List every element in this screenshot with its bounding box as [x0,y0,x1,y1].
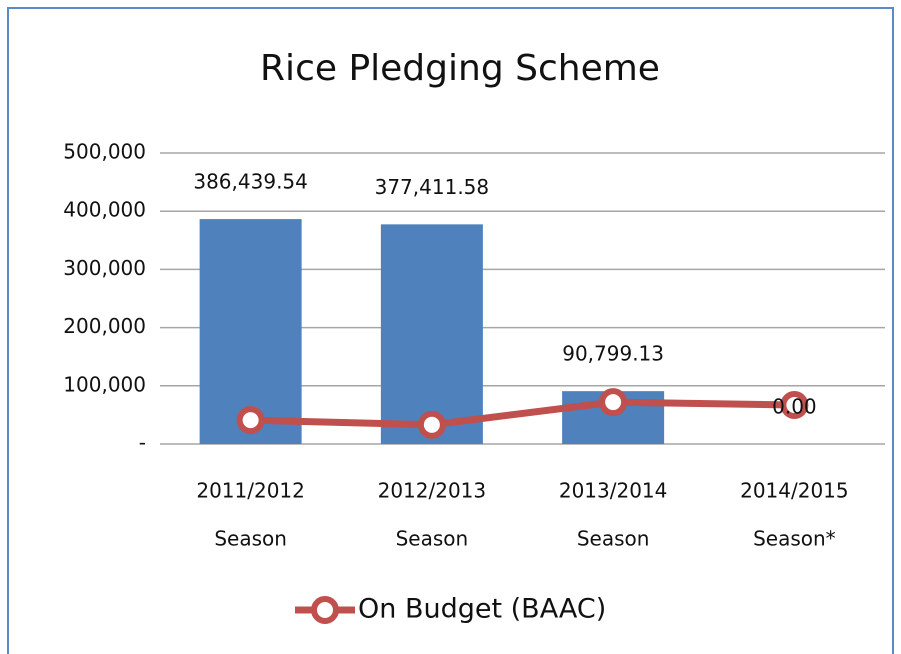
data-label: 386,439.54 [193,170,308,194]
x-tick-label: Season [577,527,650,551]
x-tick-label: 2012/2013 [378,479,487,503]
legend-label: On Budget (BAAC) [358,594,606,625]
line-marker [417,410,446,439]
x-tick-label: 2014/2015 [740,479,849,503]
line-marker [599,388,628,417]
x-tick-label: Season [214,527,287,551]
data-label: 0.00 [772,395,817,419]
y-tick-label: 200,000 [63,314,146,338]
x-tick-label: Season* [753,527,836,551]
legend-marker [311,596,339,624]
bar [380,224,483,444]
line-marker [780,391,809,420]
data-label: 90,799.13 [562,342,664,366]
y-tick-label: 400,000 [63,198,146,222]
x-tick-label: 2011/2012 [196,479,305,503]
data-label: 377,411.58 [375,175,490,199]
line [250,398,795,429]
line-marker [236,406,265,435]
x-tick-label: 2013/2014 [559,479,668,503]
y-tick-label: 100,000 [63,372,146,396]
y-tick-label: 300,000 [63,256,146,280]
y-tick-label: - [139,431,146,455]
y-tick-label: 500,000 [63,140,146,164]
x-tick-label: Season [396,527,469,551]
chart-title: Rice Pledging Scheme [260,48,660,89]
